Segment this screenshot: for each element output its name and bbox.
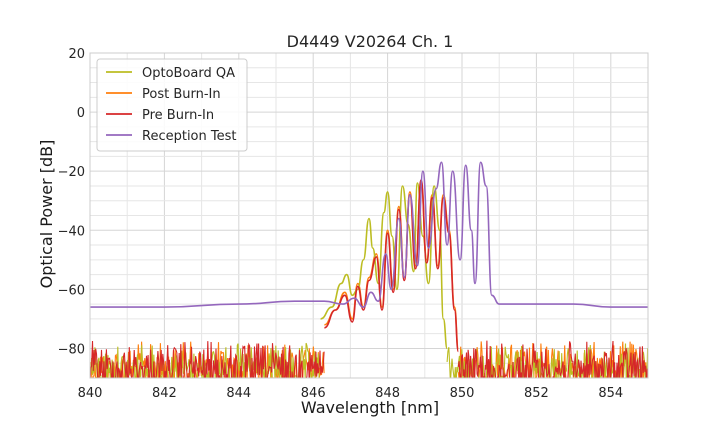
noise-floor-line <box>90 340 648 378</box>
series-line <box>320 182 448 350</box>
legend-label: Post Burn-In <box>142 87 221 102</box>
series-reception-test <box>90 161 648 308</box>
x-tick-label: 846 <box>301 386 326 401</box>
x-tick-label: 840 <box>78 386 103 401</box>
x-axis-label: Wavelength [nm] <box>301 398 439 417</box>
y-tick-label: −80 <box>58 342 85 357</box>
y-axis-label: Optical Power [dB] <box>37 140 56 289</box>
chart-title: D4449 V20264 Ch. 1 <box>287 32 454 51</box>
legend-box <box>96 58 248 152</box>
x-tick-label: 852 <box>524 386 549 401</box>
y-tick-label: −20 <box>58 165 85 180</box>
x-tick-label: 842 <box>152 386 177 401</box>
x-tick-label: 848 <box>375 386 400 401</box>
y-tick-label: −60 <box>58 283 85 298</box>
plot-frame <box>89 52 649 379</box>
x-tick-label: 854 <box>598 386 623 401</box>
legend-label: Reception Test <box>142 129 236 144</box>
x-tick-labels: 840 842 844 846 848 850 852 854 <box>78 386 624 401</box>
y-tick-label: 0 <box>77 106 85 121</box>
y-tick-label: 20 <box>68 47 85 62</box>
x-tick-label: 844 <box>226 386 251 401</box>
y-tick-labels: 20 0 −20 −40 −60 −80 <box>58 47 85 357</box>
legend-label: OptoBoard QA <box>142 66 235 81</box>
legend: OptoBoard QA Post Burn-In Pre Burn-In Recep… <box>96 58 248 152</box>
x-tick-label: 850 <box>450 386 475 401</box>
y-tick-label: −40 <box>58 224 85 239</box>
legend-label: Pre Burn-In <box>142 108 214 123</box>
series-line <box>90 161 648 308</box>
series-layer <box>90 161 648 378</box>
